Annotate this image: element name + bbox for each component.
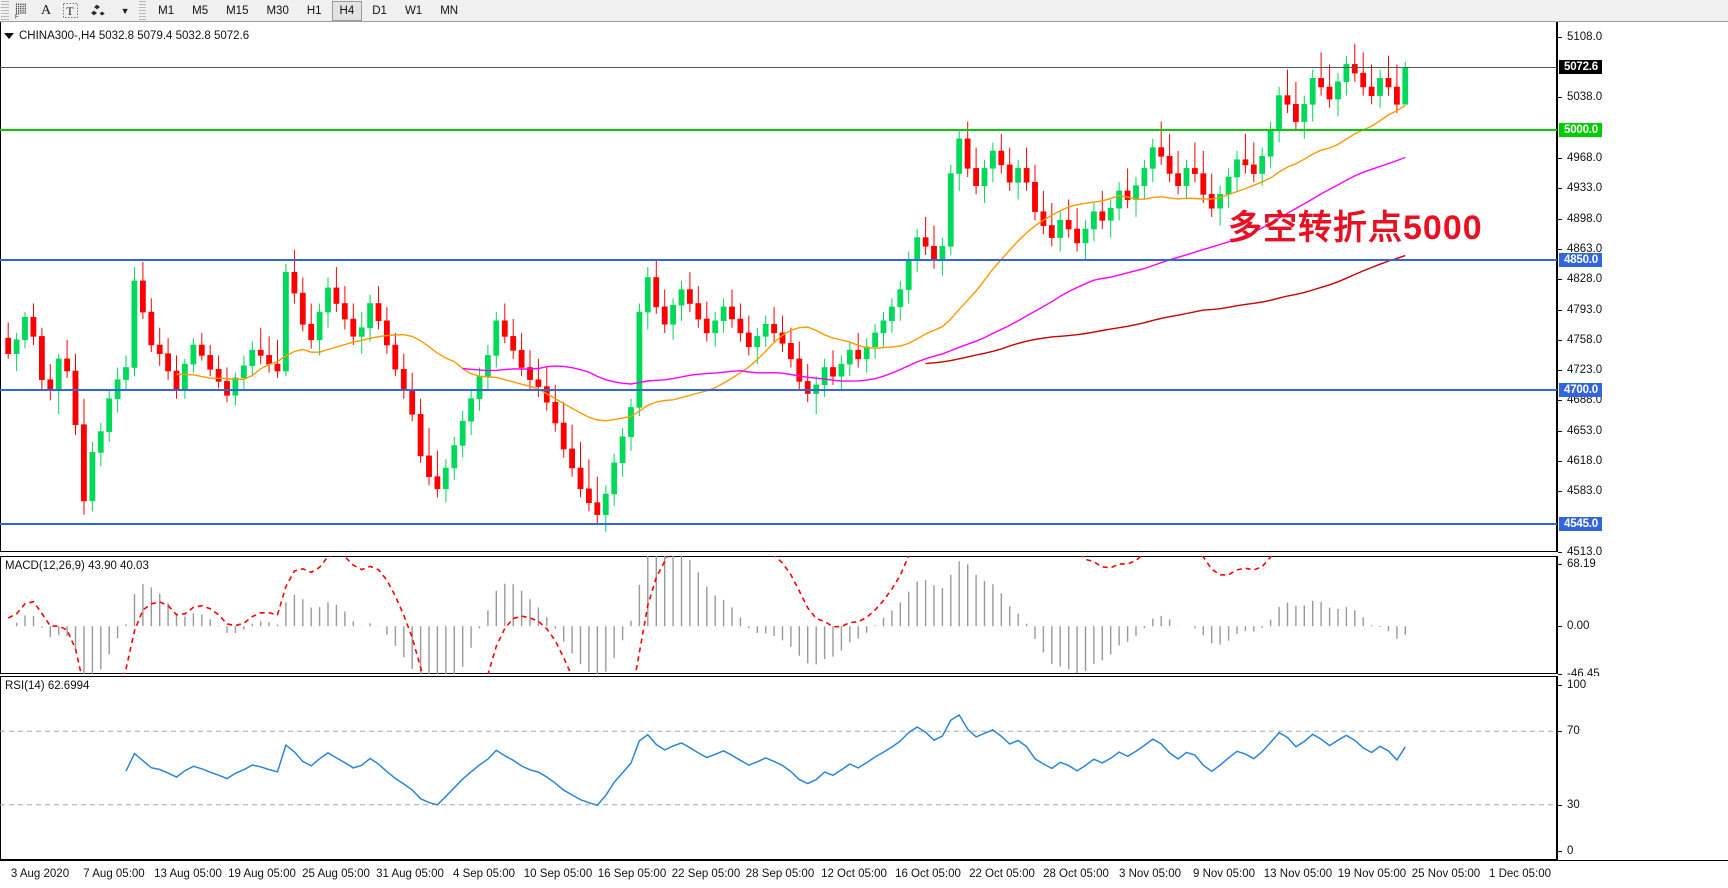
price-tick: 4583.0 (1558, 485, 1602, 497)
svg-text:T: T (66, 4, 74, 18)
svg-text:F: F (15, 14, 19, 19)
time-tick: 3 Aug 2020 (10, 868, 70, 880)
time-tick: 16 Oct 05:00 (895, 868, 961, 880)
price-tick: 5108.0 (1558, 31, 1602, 43)
price-tick: 4968.0 (1558, 152, 1602, 164)
price-tick: 4758.0 (1558, 334, 1602, 346)
time-tick: 31 Aug 05:00 (376, 868, 444, 880)
timeframe-m1[interactable]: M1 (158, 4, 175, 17)
rsi-pane[interactable]: RSI(14) 62.6994 100 70 30 0 (0, 676, 1728, 860)
price-tick: 4863.0 (1558, 243, 1602, 255)
time-tick: 25 Aug 05:00 (302, 868, 370, 880)
price-axis[interactable]: 5108.0 5038.0 4968.0 4933.0 4898.0 4863.0 4828… (1557, 22, 1728, 558)
time-tick: 19 Aug 05:00 (228, 868, 296, 880)
crosshair-icon[interactable]: F (9, 1, 35, 21)
level-line-5000[interactable] (0, 129, 1557, 132)
macd-pane-border (0, 556, 1557, 674)
rsi-label: RSI(14) 62.6994 (5, 680, 90, 692)
price-tick: 4933.0 (1558, 182, 1602, 194)
macd-pane[interactable]: MACD(12,26,9) 43.90 40.03 68.19 0.00 -46.4… (0, 556, 1728, 680)
symbol-ohlc-text: CHINA300-,H4 5032.8 5079.4 5032.8 5072.6 (19, 30, 250, 42)
rsi-tick: 70 (1558, 725, 1580, 737)
toolbar-grip[interactable] (1, 0, 9, 21)
price-pane-border (0, 22, 1557, 552)
rsi-axis: 100 70 30 0 (1557, 676, 1728, 860)
objects-icon[interactable] (84, 1, 114, 21)
time-axis[interactable]: 3 Aug 2020 7 Aug 05:00 13 Aug 05:00 19 Aug … (0, 860, 1728, 888)
text-box-icon[interactable]: T (57, 1, 84, 21)
collapse-triangle-icon[interactable] (4, 33, 14, 39)
time-tick: 13 Nov 05:00 (1263, 868, 1333, 880)
rsi-tick: 30 (1558, 799, 1580, 811)
time-tick: 19 Nov 05:00 (1337, 868, 1407, 880)
price-badge-4850-0[interactable]: 4850.0 (1559, 253, 1602, 268)
price-tick: 4513.0 (1558, 546, 1602, 558)
time-tick: 3 Nov 05:00 (1118, 868, 1182, 880)
level-line-4545[interactable] (0, 523, 1557, 526)
timeframe-h1[interactable]: H1 (306, 4, 322, 17)
chart-annotation-text[interactable]: 多空转折点5000 (1228, 209, 1483, 247)
macd-tick: 68.19 (1558, 558, 1596, 570)
rsi-pane-border (0, 676, 1557, 860)
time-tick: 16 Sep 05:00 (597, 868, 667, 880)
time-tick: 22 Sep 05:00 (671, 868, 741, 880)
rsi-tick: 100 (1558, 679, 1586, 691)
time-tick: 28 Oct 05:00 (1043, 868, 1109, 880)
time-tick: 4 Sep 05:00 (452, 868, 516, 880)
current-price-line (0, 66, 1557, 68)
rsi-tick: 0 (1558, 845, 1573, 857)
time-tick: 28 Sep 05:00 (745, 868, 815, 880)
price-tick: 4793.0 (1558, 304, 1602, 316)
timeframe-m30[interactable]: M30 (266, 4, 289, 17)
price-tick: 4688.0 (1558, 394, 1602, 406)
timeframe-m5[interactable]: M5 (192, 4, 209, 17)
timeframe-d1[interactable]: D1 (372, 4, 387, 17)
level-line-4700[interactable] (0, 389, 1557, 392)
price-tick: 4898.0 (1558, 213, 1602, 225)
time-tick: 10 Sep 05:00 (523, 868, 593, 880)
timeframe-h4[interactable]: H4 (331, 0, 363, 21)
time-tick: 13 Aug 05:00 (154, 868, 222, 880)
price-tick: 4828.0 (1558, 273, 1602, 285)
price-tick: 4653.0 (1558, 425, 1602, 437)
timeframe-w1[interactable]: W1 (404, 4, 423, 17)
price-badge-5072-6[interactable]: 5072.6 (1559, 60, 1602, 75)
price-badge-4545-0[interactable]: 4545.0 (1559, 517, 1602, 532)
time-tick: 22 Oct 05:00 (969, 868, 1035, 880)
time-tick: 1 Dec 05:00 (1488, 868, 1552, 880)
text-label-icon[interactable]: A (41, 2, 52, 18)
price-badge-4700-0[interactable]: 4700.0 (1559, 383, 1602, 398)
price-plot (5, 43, 1409, 533)
timeframe-m15[interactable]: M15 (226, 4, 249, 17)
toolbar-separator (139, 0, 147, 21)
price-chart-pane[interactable]: CHINA300-,H4 5032.8 5079.4 5032.8 5072.6… (0, 22, 1728, 558)
price-tick: 4618.0 (1558, 455, 1602, 467)
time-tick: 9 Nov 05:00 (1192, 868, 1256, 880)
dropdown-arrow-icon[interactable]: ▼ (120, 5, 130, 16)
time-tick: 12 Oct 05:00 (821, 868, 887, 880)
rsi-plot (0, 713, 1557, 807)
main-toolbar: F A T ▼ M1 M5 M15 M30 H1 H4 D1 W1 MN (0, 0, 1728, 22)
timeframe-mn[interactable]: MN (440, 4, 459, 17)
macd-tick: 0.00 (1558, 620, 1589, 632)
time-tick: 7 Aug 05:00 (83, 868, 145, 880)
time-tick: 25 Nov 05:00 (1411, 868, 1481, 880)
macd-plot (7, 556, 1407, 674)
price-tick: 5038.0 (1558, 91, 1602, 103)
level-line-4850[interactable] (0, 259, 1557, 262)
price-badge-5000-0[interactable]: 5000.0 (1559, 123, 1602, 138)
macd-axis: 68.19 0.00 -46.45 (1557, 556, 1728, 680)
symbol-ohlc-readout: CHINA300-,H4 5032.8 5079.4 5032.8 5072.6 (4, 30, 249, 42)
price-tick: 4723.0 (1558, 364, 1602, 376)
macd-label: MACD(12,26,9) 43.90 40.03 (5, 560, 149, 572)
